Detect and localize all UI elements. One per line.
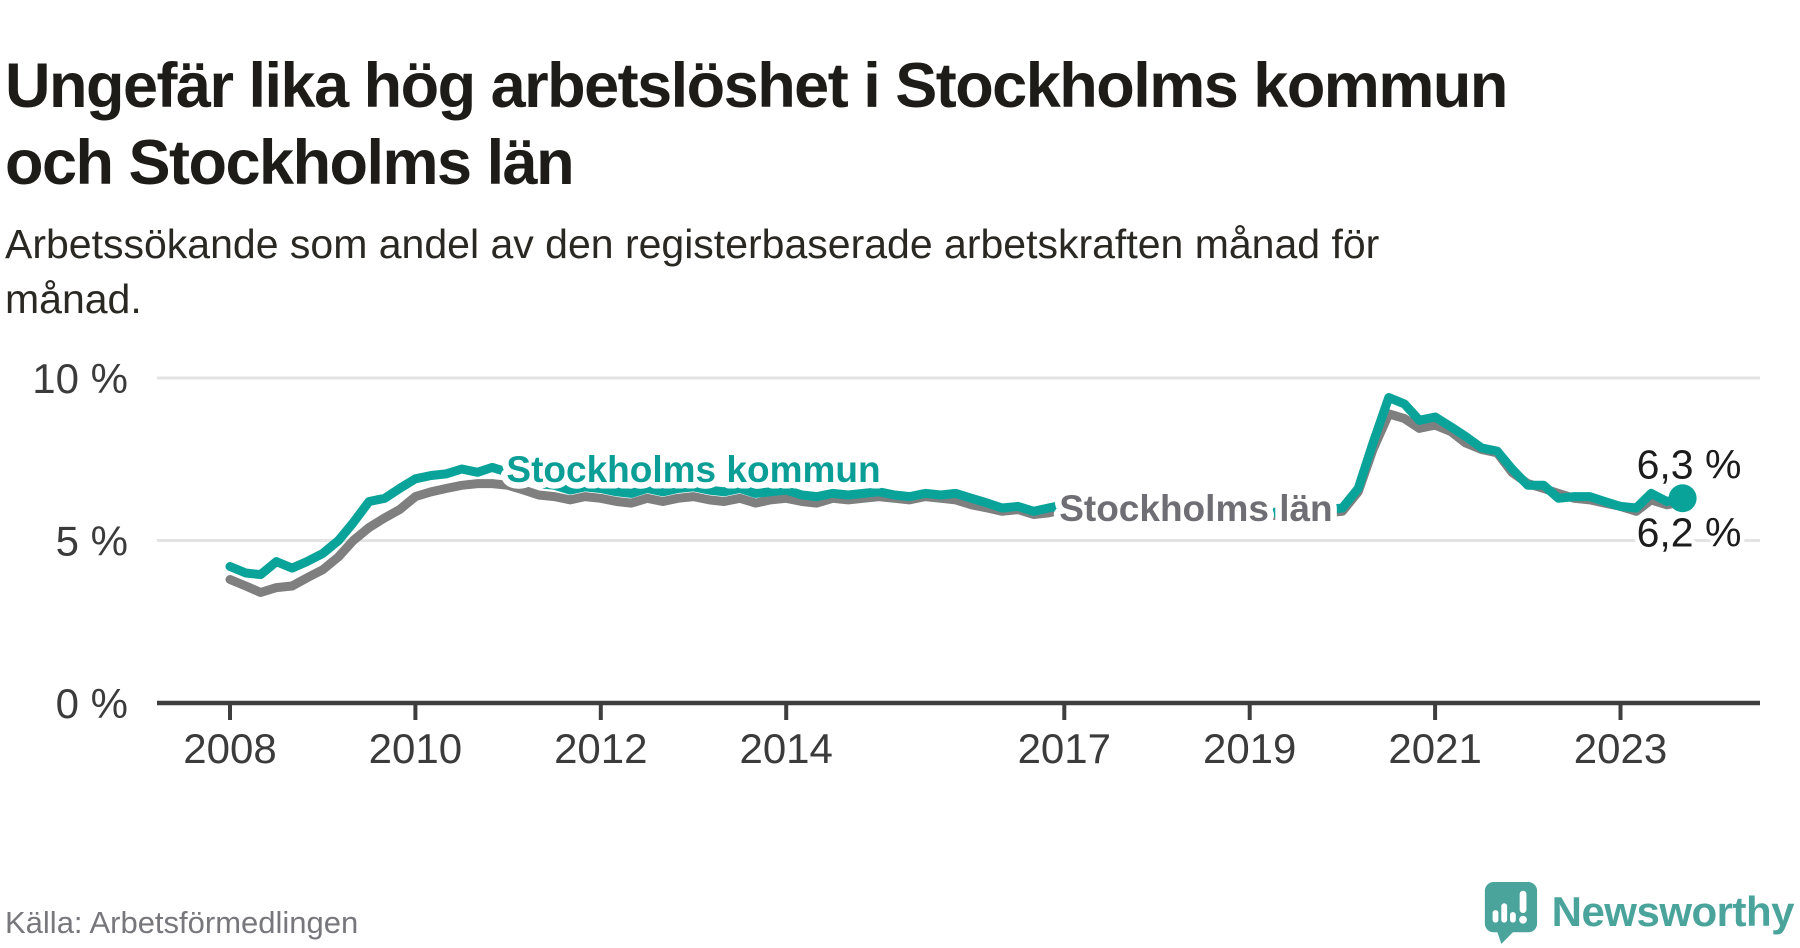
newsworthy-wordmark: Newsworthy — [1551, 888, 1795, 935]
series-label-stockholms-kommun: Stockholms kommun — [506, 449, 880, 490]
y-tick-label-5pct: 5 % — [56, 518, 128, 565]
x-tick-label-2023: 2023 — [1574, 725, 1667, 772]
source-note: Källa: Arbetsförmedlingen — [5, 905, 359, 940]
x-tick-label-2017: 2017 — [1018, 725, 1111, 772]
series-line-stockholms-kommun — [225, 393, 1688, 580]
end-value-label-stockholms-kommun: 6,3 % — [1637, 441, 1742, 487]
x-tick-label-2021: 2021 — [1388, 725, 1481, 772]
y-tick-label-0pct: 0 % — [56, 680, 128, 727]
newsworthy-logo-icon — [1484, 882, 1537, 944]
end-point-dot — [1668, 484, 1697, 513]
newsworthy-brand: Newsworthy — [1481, 880, 1795, 944]
y-tick-label-10pct: 10 % — [32, 355, 128, 402]
subtitle-line-2: månad. — [5, 276, 142, 322]
x-tick-label-2019: 2019 — [1203, 725, 1296, 772]
page-title: Ungefär lika hög arbetslöshet i Stockhol… — [5, 48, 1765, 202]
x-tick-label-2008: 2008 — [183, 725, 276, 772]
title-line-2: och Stockholms län — [5, 128, 575, 199]
end-value-label-stockholms-l-n: 6,2 % — [1637, 509, 1742, 555]
series-label-stockholms-l-n: Stockholms län — [1059, 488, 1332, 529]
x-tick-label-2014: 2014 — [739, 725, 832, 772]
title-line-1: Ungefär lika hög arbetslöshet i Stockhol… — [5, 51, 1508, 122]
chart-subtitle: Arbetssökande som andel av den registerb… — [5, 217, 1765, 327]
x-tick-label-2012: 2012 — [554, 725, 647, 772]
subtitle-line-1: Arbetssökande som andel av den registerb… — [5, 221, 1380, 267]
series-line-stockholms-l-n — [225, 409, 1688, 597]
x-tick-label-2010: 2010 — [369, 725, 462, 772]
